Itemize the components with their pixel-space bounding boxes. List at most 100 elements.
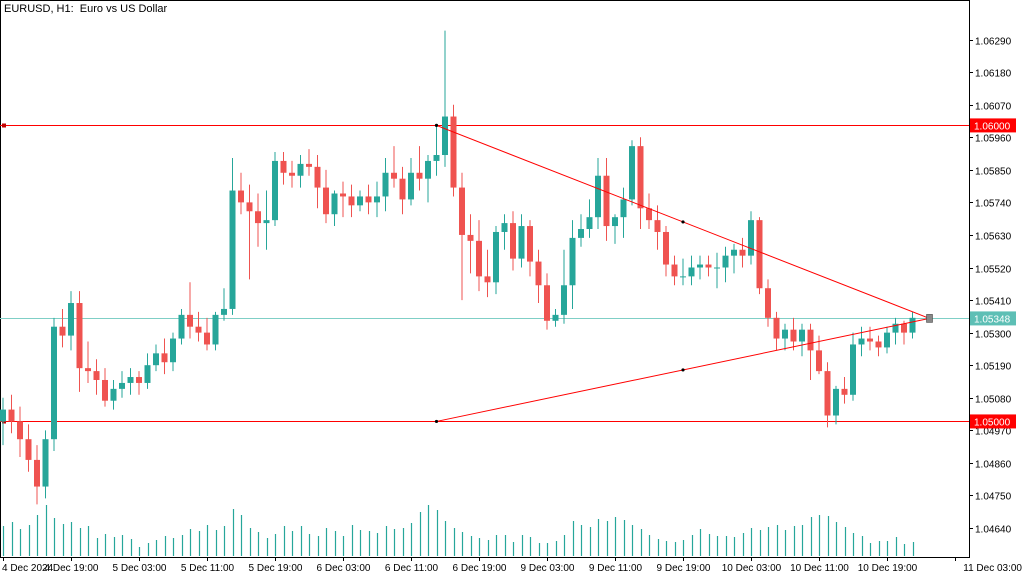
candle xyxy=(51,317,57,452)
candle xyxy=(688,255,695,286)
candle xyxy=(246,184,253,280)
price-labels: 1.06000 1.05000 1.05348 xyxy=(970,118,1016,429)
candle-body xyxy=(374,196,380,203)
candle xyxy=(425,155,431,203)
bid-price-tag xyxy=(970,311,1016,326)
candle-body xyxy=(263,220,270,224)
candle-body xyxy=(221,308,227,315)
candle-body xyxy=(204,332,210,345)
candle xyxy=(263,190,270,250)
candle-body xyxy=(586,217,593,230)
candle xyxy=(68,291,74,351)
y-tick-label: 1.06180 xyxy=(975,69,1012,80)
candle xyxy=(892,317,899,345)
candle xyxy=(442,30,448,167)
candle xyxy=(136,371,142,395)
candle xyxy=(408,157,414,206)
x-tick-label: 4 Dec 19:00 xyxy=(45,563,99,574)
candle xyxy=(178,308,185,345)
x-tick-label: 5 Dec 11:00 xyxy=(181,563,235,574)
candle-body xyxy=(93,371,100,380)
candle-body xyxy=(110,388,117,401)
candle xyxy=(382,157,389,212)
x-tick-label: 6 Dec 19:00 xyxy=(453,563,507,574)
candle xyxy=(323,169,329,224)
candle xyxy=(748,211,754,265)
candle xyxy=(773,311,780,351)
candle xyxy=(714,252,720,289)
candle-body xyxy=(187,314,193,327)
level-price-label-1: 1.05000 xyxy=(974,417,1011,428)
candle xyxy=(620,187,627,238)
candle xyxy=(671,255,678,286)
candle-body xyxy=(569,237,576,286)
x-tick-label: 9 Dec 19:00 xyxy=(657,563,711,574)
candle-body xyxy=(331,193,338,215)
candle-body xyxy=(663,231,669,265)
candle-body xyxy=(357,196,363,206)
candle xyxy=(535,249,542,304)
candle-body xyxy=(433,155,440,161)
candle-body xyxy=(748,220,754,256)
candle xyxy=(348,184,355,218)
price-axis: 1.06290 1.06180 1.06070 1.05960 1.05850 1.057… xyxy=(969,37,1012,536)
candle xyxy=(85,341,91,383)
candle xyxy=(799,323,805,357)
candle-body xyxy=(459,187,465,235)
x-tick-label: 9 Dec 11:00 xyxy=(589,563,643,574)
candle xyxy=(8,394,15,434)
candle-body xyxy=(238,190,244,203)
candle xyxy=(731,243,737,274)
candle xyxy=(144,353,151,389)
horizontal-levels xyxy=(0,123,969,424)
candle-body xyxy=(671,264,678,277)
candle xyxy=(25,424,32,472)
x-tick-label: 10 Dec 03:00 xyxy=(722,563,782,574)
candle xyxy=(850,332,856,401)
candle-body xyxy=(229,190,236,309)
candle xyxy=(153,344,159,372)
candle xyxy=(612,214,618,244)
candle xyxy=(365,184,372,215)
candle xyxy=(824,362,831,428)
candle-body xyxy=(884,332,890,348)
candle-body xyxy=(365,196,372,203)
candle xyxy=(578,214,584,247)
candle-body xyxy=(756,220,763,289)
candle-body xyxy=(416,172,423,179)
candle-body xyxy=(620,199,627,218)
y-tick-label: 1.04860 xyxy=(975,460,1012,471)
candle xyxy=(467,214,474,274)
candle-body xyxy=(824,371,831,416)
candle xyxy=(833,385,839,425)
trendline-mid-1 xyxy=(681,368,685,372)
candle-body xyxy=(170,338,176,363)
x-tick-label: 5 Dec 19:00 xyxy=(249,563,303,574)
candles xyxy=(0,30,916,505)
y-tick-label: 1.05410 xyxy=(975,297,1012,308)
candle-body xyxy=(782,329,788,339)
candle xyxy=(204,317,210,351)
candle-body xyxy=(765,288,771,318)
candle xyxy=(34,445,40,505)
candle-body xyxy=(136,377,142,383)
x-tick-label: 9 Dec 03:00 xyxy=(521,563,575,574)
candle-body xyxy=(255,211,261,224)
candle-body xyxy=(646,208,652,221)
y-tick-label: 1.05300 xyxy=(975,330,1012,341)
trendline-end-handle xyxy=(926,314,933,323)
candle xyxy=(433,125,440,176)
candle-body xyxy=(34,459,40,487)
y-tick-label: 1.05190 xyxy=(975,362,1012,373)
candle-body xyxy=(85,368,91,372)
candle-body xyxy=(442,116,448,156)
y-tick-label: 1.04970 xyxy=(975,427,1012,438)
candle-body xyxy=(280,160,287,173)
candle-body xyxy=(697,264,703,268)
candle-body xyxy=(739,249,746,256)
candle xyxy=(510,211,516,271)
candle-body xyxy=(680,276,686,278)
candle xyxy=(221,288,227,321)
candle xyxy=(59,308,66,348)
